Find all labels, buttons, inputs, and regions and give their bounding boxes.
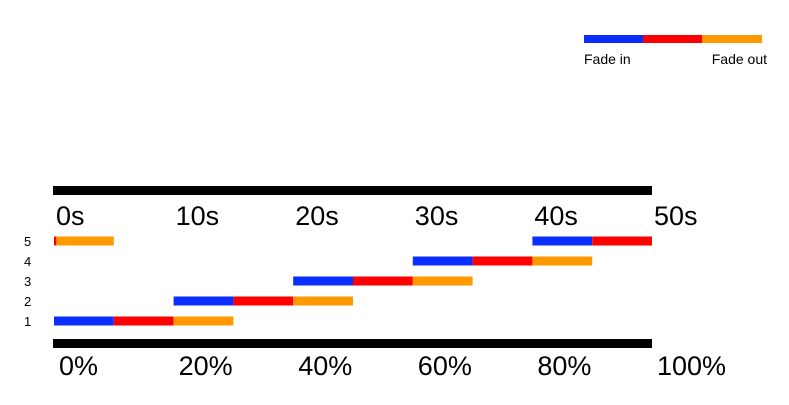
bar-segment-hold xyxy=(353,276,413,286)
bar-segment-hold xyxy=(592,236,652,246)
time-tick-label: 20s xyxy=(295,201,339,231)
time-axis-ticks: 0s 10s 20s 30s 40s 50s xyxy=(56,201,698,231)
row-label: 3 xyxy=(24,274,31,289)
legend-swatch-hold xyxy=(643,35,702,43)
percent-tick-label: 100% xyxy=(657,351,726,381)
legend: Fade in Fade out xyxy=(584,35,767,67)
bar-segment-fade-out xyxy=(412,276,473,286)
row-label: 1 xyxy=(24,314,31,329)
time-axis-line xyxy=(53,186,652,195)
bar-segment-hold xyxy=(54,236,57,246)
fade-bars xyxy=(54,236,652,326)
row-label: 4 xyxy=(24,254,31,269)
bar-segment-hold xyxy=(472,256,533,266)
time-tick-label: 0s xyxy=(56,201,85,231)
percent-tick-label: 0% xyxy=(59,351,98,381)
percent-axis-line xyxy=(53,339,652,348)
bar-segment-hold xyxy=(113,316,174,326)
legend-label-fade-out: Fade out xyxy=(712,51,767,67)
percent-tick-label: 20% xyxy=(179,351,233,381)
bar-segment-fade-in xyxy=(412,256,473,266)
row-label: 5 xyxy=(24,234,31,249)
percent-tick-label: 60% xyxy=(418,351,472,381)
bar-segment-fade-in xyxy=(54,316,114,326)
legend-label-fade-in: Fade in xyxy=(584,51,631,67)
time-tick-label: 40s xyxy=(534,201,578,231)
bar-segment-fade-out xyxy=(173,316,234,326)
bar-segment-fade-out xyxy=(56,236,114,246)
percent-axis-ticks: 0% 20% 40% 60% 80% 100% xyxy=(59,351,726,381)
time-tick-label: 50s xyxy=(654,201,698,231)
bar-segment-fade-in xyxy=(173,296,234,306)
percent-tick-label: 80% xyxy=(537,351,591,381)
legend-swatch-fade-out xyxy=(702,35,762,43)
percent-tick-label: 40% xyxy=(298,351,352,381)
bar-segment-hold xyxy=(233,296,294,306)
bar-segment-fade-out xyxy=(532,256,593,266)
bar-segment-fade-in xyxy=(532,236,593,246)
time-tick-label: 10s xyxy=(176,201,220,231)
legend-swatch-fade-in xyxy=(584,35,643,43)
time-tick-label: 30s xyxy=(415,201,459,231)
bar-segment-fade-in xyxy=(293,276,353,286)
bar-segment-fade-out xyxy=(293,296,353,306)
row-label: 2 xyxy=(24,294,31,309)
row-labels: 1 2 3 4 5 xyxy=(24,234,31,329)
